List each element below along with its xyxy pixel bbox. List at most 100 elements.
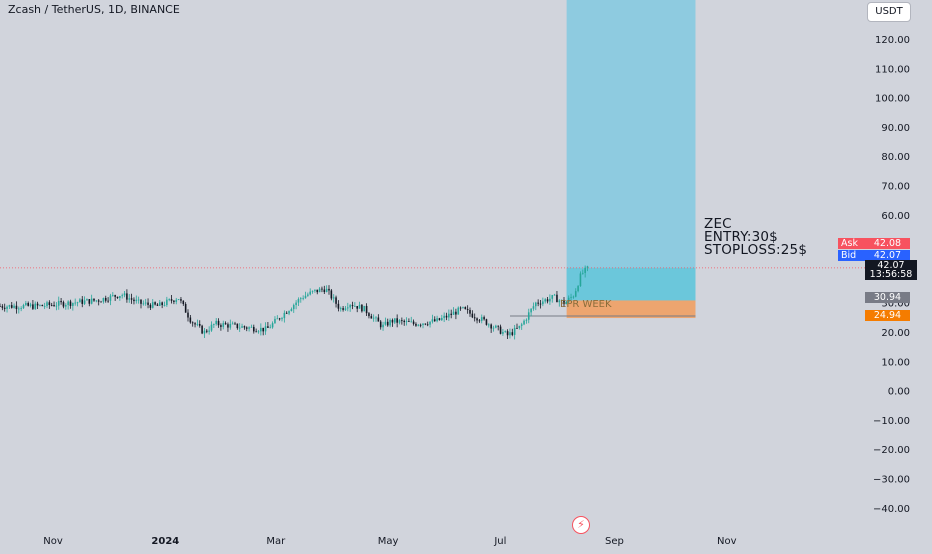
candle-body [424, 323, 427, 325]
candle-body [356, 306, 358, 309]
candle-body [546, 299, 549, 302]
price-tick-label: −30.00 [873, 474, 910, 485]
candle-body [579, 273, 582, 287]
candle-body [257, 331, 260, 333]
price-tick-label: 30.00 [881, 299, 910, 310]
currency-button[interactable]: USDT [867, 2, 911, 22]
price-tick-label: 80.00 [881, 152, 910, 163]
candle-body [283, 312, 286, 319]
annotation-line-stoploss: STOPLOSS:25$ [704, 242, 808, 258]
candle-body [567, 297, 570, 302]
candle-body [471, 313, 474, 318]
candle-body [422, 323, 424, 326]
candle-body [384, 321, 387, 325]
candle-body [516, 327, 518, 329]
candle-body [281, 318, 283, 320]
candle-body [203, 330, 206, 334]
candle-body [535, 302, 537, 307]
candle-body [553, 294, 556, 296]
candle-body [473, 317, 476, 319]
candle-body [556, 294, 558, 303]
time-axis[interactable]: Nov 2024 Mar May Jul Sep Nov [43, 536, 736, 547]
price-tick-label: 110.00 [875, 64, 910, 75]
candle-body [332, 297, 335, 299]
candle-body [431, 319, 434, 322]
candle-body [76, 302, 79, 304]
candle-body [337, 303, 340, 309]
candle-body [370, 316, 373, 319]
candle-body [267, 326, 269, 328]
candle-body [57, 300, 60, 306]
candle-body [253, 326, 255, 332]
candle-body [311, 290, 314, 292]
candle-body [147, 302, 149, 305]
position-label: EPR WEEK [560, 299, 612, 310]
candle-body [55, 305, 58, 307]
candle-body [509, 332, 511, 336]
candle-body [93, 298, 95, 301]
candle-body [109, 295, 112, 301]
candle-body [584, 267, 586, 273]
candle-body [210, 324, 213, 331]
candle-body [29, 304, 32, 306]
candle-body [527, 312, 530, 320]
candle-body [314, 289, 316, 291]
candle-body [135, 299, 138, 302]
candle-body [161, 302, 163, 306]
candle-body [288, 311, 290, 314]
candle-body [443, 315, 445, 318]
candle-body [95, 300, 98, 302]
candle-body [574, 291, 577, 297]
candle-body [189, 317, 192, 323]
candle-body [236, 323, 239, 329]
candle-body [130, 298, 133, 300]
candle-body [271, 323, 274, 328]
candle-body [126, 293, 128, 300]
stop-zone [566, 300, 696, 319]
candle-body [469, 309, 471, 314]
symbol-title[interactable]: Zcash / TetherUS, 1D, BINANCE [8, 3, 180, 16]
candle-body [304, 295, 307, 299]
candle-body [177, 299, 180, 300]
bid-value: 42.07 [865, 250, 910, 261]
candle-body [394, 318, 396, 323]
candle-body [222, 323, 225, 327]
price-tick-label: 20.00 [881, 328, 910, 339]
candle-body [238, 327, 241, 329]
candle-body [488, 324, 490, 326]
time-tick-label: Mar [266, 536, 286, 547]
candle-body [476, 318, 478, 321]
lightning-icon[interactable]: ⚡ [572, 516, 590, 534]
candle-body [462, 307, 464, 308]
text-annotation[interactable]: ZEC ENTRY:30$ STOPLOSS:25$ [704, 217, 808, 258]
candle-body [22, 305, 25, 309]
candle-body [102, 297, 105, 302]
candle-body [347, 307, 349, 309]
candle-body [523, 320, 525, 325]
candle-body [43, 306, 46, 307]
candle-body [262, 327, 264, 332]
candle-body [50, 304, 53, 306]
candle-body [65, 305, 67, 307]
candle-body [8, 305, 11, 307]
candle-body [90, 298, 93, 304]
candle-body [344, 308, 347, 310]
target-zone [566, 0, 696, 301]
candle-body [518, 325, 521, 328]
candle-body [386, 321, 389, 326]
candle-body [429, 321, 431, 325]
candle-body [483, 317, 485, 320]
candle-body [255, 331, 257, 333]
annotation-line-entry: ENTRY:30$ [704, 229, 778, 245]
candle-body [215, 320, 217, 325]
candle-body [412, 321, 415, 324]
candle-body [41, 304, 44, 307]
price-tick-label: 90.00 [881, 123, 910, 134]
candle-body [175, 299, 178, 302]
candle-body [227, 324, 229, 328]
time-tick-label: Nov [717, 536, 737, 547]
candle-body [107, 300, 109, 302]
candle-body [459, 307, 462, 309]
